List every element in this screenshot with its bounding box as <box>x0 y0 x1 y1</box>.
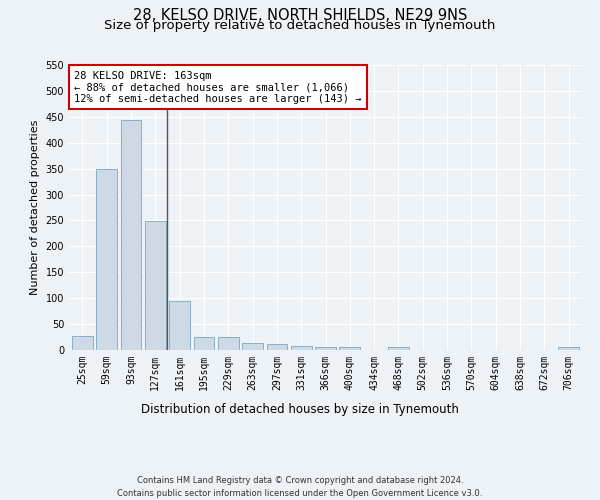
Y-axis label: Number of detached properties: Number of detached properties <box>30 120 40 295</box>
Bar <box>315 347 336 350</box>
Text: 28 KELSO DRIVE: 163sqm
← 88% of detached houses are smaller (1,066)
12% of semi-: 28 KELSO DRIVE: 163sqm ← 88% of detached… <box>74 70 362 104</box>
Bar <box>72 336 93 350</box>
Bar <box>558 348 579 350</box>
Bar <box>218 337 239 350</box>
Bar <box>242 344 263 350</box>
Bar <box>97 168 117 350</box>
Bar <box>266 344 287 350</box>
Text: Contains HM Land Registry data © Crown copyright and database right 2024.
Contai: Contains HM Land Registry data © Crown c… <box>118 476 482 498</box>
Text: Size of property relative to detached houses in Tynemouth: Size of property relative to detached ho… <box>104 19 496 32</box>
Bar <box>169 301 190 350</box>
Bar <box>340 348 360 350</box>
Text: 28, KELSO DRIVE, NORTH SHIELDS, NE29 9NS: 28, KELSO DRIVE, NORTH SHIELDS, NE29 9NS <box>133 8 467 22</box>
Text: Distribution of detached houses by size in Tynemouth: Distribution of detached houses by size … <box>141 402 459 415</box>
Bar <box>145 222 166 350</box>
Bar <box>291 346 311 350</box>
Bar <box>194 337 214 350</box>
Bar <box>388 348 409 350</box>
Bar <box>121 120 142 350</box>
